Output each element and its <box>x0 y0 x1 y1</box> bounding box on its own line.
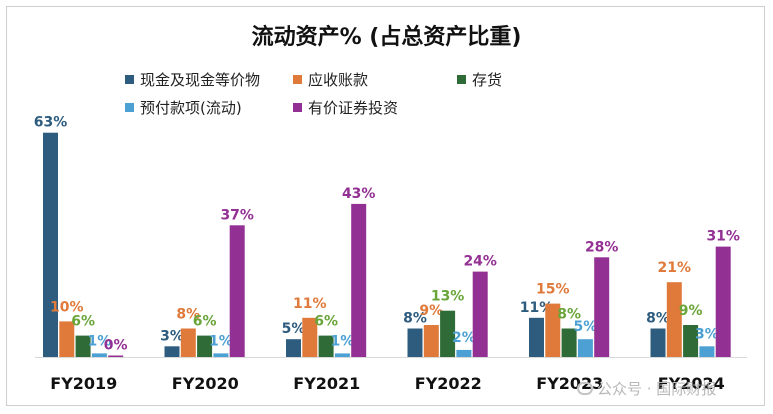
legend-label-receivables: 应收账款 <box>308 71 369 89</box>
bar-inventory-fy2024 <box>683 325 699 357</box>
bar-securities-fy2024 <box>715 246 731 357</box>
data-label-securities-fy2020: 37% <box>220 207 254 223</box>
bar-receivables-fy2021 <box>302 317 318 357</box>
data-label-prepayments-fy2024: 3% <box>695 326 719 342</box>
bar-cash-fy2019 <box>43 132 58 357</box>
data-label-securities-fy2024: 31% <box>706 229 740 245</box>
data-label-prepayments-fy2022: 2% <box>452 330 476 346</box>
data-label-inventory-fy2021: 6% <box>314 314 338 330</box>
data-label-receivables-fy2021: 11% <box>293 296 327 312</box>
bar-receivables-fy2019 <box>59 321 75 357</box>
legend-label-inventory: 存货 <box>472 71 503 89</box>
legend-swatch-securities <box>293 103 302 112</box>
data-label-receivables-fy2024: 21% <box>658 260 692 276</box>
data-label-prepayments-fy2021: 1% <box>331 333 355 349</box>
watermark-text: 公众号 · 国际财报 <box>597 380 717 398</box>
legend-swatch-inventory <box>457 75 466 84</box>
legend-item-prepayments: 预付款项(流动) <box>125 97 242 118</box>
bar-prepayments-fy2021 <box>334 353 350 357</box>
bar-receivables-fy2024 <box>666 282 682 357</box>
data-label-securities-fy2023: 28% <box>585 239 619 255</box>
x-tick-label-fy2021: FY2021 <box>293 374 360 393</box>
x-tick-label-fy2022: FY2022 <box>415 374 482 393</box>
bar-cash-fy2020 <box>164 346 180 357</box>
data-label-inventory-fy2020: 6% <box>193 314 217 330</box>
chart-frame: 流动资产% (占总资产比重) 现金及现金等价物 应收账款 存货 预付款项(流动)… <box>6 6 765 406</box>
data-label-securities-fy2022: 24% <box>463 254 497 270</box>
data-label-inventory-fy2022: 13% <box>431 289 465 305</box>
chart-title: 流动资产% (占总资产比重) <box>251 25 522 50</box>
bar-receivables-fy2022 <box>423 325 439 357</box>
legend-item-receivables: 应收账款 <box>293 69 368 90</box>
bar-securities-fy2021 <box>351 203 367 357</box>
bar-securities-fy2019 <box>108 355 124 357</box>
data-label-prepayments-fy2019: 1% <box>88 333 112 349</box>
data-label-inventory-fy2024: 9% <box>679 303 703 319</box>
data-label-securities-fy2021: 43% <box>342 186 376 202</box>
data-label-receivables-fy2022: 9% <box>419 303 443 319</box>
legend-swatch-receivables <box>293 75 302 84</box>
data-label-securities-fy2019: 0% <box>104 338 128 354</box>
bar-cash-fy2021 <box>286 339 301 357</box>
data-label-cash-fy2020: 3% <box>160 328 184 344</box>
x-tick-label-fy2020: FY2020 <box>172 374 239 393</box>
bar-receivables-fy2020 <box>180 328 196 357</box>
bar-inventory-fy2021 <box>318 335 334 357</box>
plot-area: 63%10%6%1%0%FY20193%8%6%1%37%FY20205%11%… <box>34 115 747 393</box>
bar-securities-fy2023 <box>594 257 610 357</box>
bar-inventory-fy2019 <box>75 335 91 357</box>
legend-label-prepayments: 预付款项(流动) <box>140 99 242 117</box>
data-label-receivables-fy2019: 10% <box>50 299 84 315</box>
bar-receivables-fy2023 <box>545 303 561 357</box>
legend-label-securities: 有价证券投资 <box>308 99 399 117</box>
x-tick-label-fy2019: FY2019 <box>50 374 117 393</box>
data-label-inventory-fy2019: 6% <box>71 314 95 330</box>
legend-item-inventory: 存货 <box>457 69 502 90</box>
legend-item-securities: 有价证券投资 <box>293 97 398 118</box>
data-label-cash-fy2021: 5% <box>282 321 306 337</box>
bar-prepayments-fy2023 <box>577 339 593 357</box>
bar-prepayments-fy2020 <box>213 353 229 357</box>
bar-cash-fy2022 <box>407 328 423 357</box>
bar-prepayments-fy2019 <box>91 353 107 357</box>
bar-prepayments-fy2024 <box>699 346 715 357</box>
bar-inventory-fy2022 <box>440 310 456 357</box>
data-label-inventory-fy2023: 8% <box>557 307 581 323</box>
legend-swatch-prepayments <box>125 103 134 112</box>
data-label-receivables-fy2023: 15% <box>536 282 570 298</box>
bar-cash-fy2023 <box>529 317 544 357</box>
watermark: 公众号 · 国际财报 <box>577 378 716 399</box>
bar-cash-fy2024 <box>650 328 666 357</box>
wechat-icon <box>577 382 593 395</box>
data-label-cash-fy2024: 8% <box>646 311 670 327</box>
bar-inventory-fy2023 <box>561 328 577 357</box>
bar-inventory-fy2020 <box>197 335 213 357</box>
data-label-cash-fy2023: 11% <box>520 300 554 316</box>
bar-securities-fy2022 <box>472 271 488 357</box>
legend-swatch-cash <box>125 75 134 84</box>
data-label-cash-fy2022: 8% <box>403 311 427 327</box>
data-label-prepayments-fy2023: 5% <box>574 319 598 335</box>
data-label-cash-fy2019: 63% <box>34 115 68 131</box>
legend-label-cash: 现金及现金等价物 <box>140 71 261 89</box>
data-label-receivables-fy2020: 8% <box>176 307 200 323</box>
x-tick-label-fy2024: FY2024 <box>658 374 725 393</box>
data-label-prepayments-fy2020: 1% <box>209 333 233 349</box>
legend-item-cash: 现金及现金等价物 <box>125 69 260 90</box>
bar-prepayments-fy2022 <box>456 349 472 357</box>
bar-securities-fy2020 <box>229 225 245 357</box>
